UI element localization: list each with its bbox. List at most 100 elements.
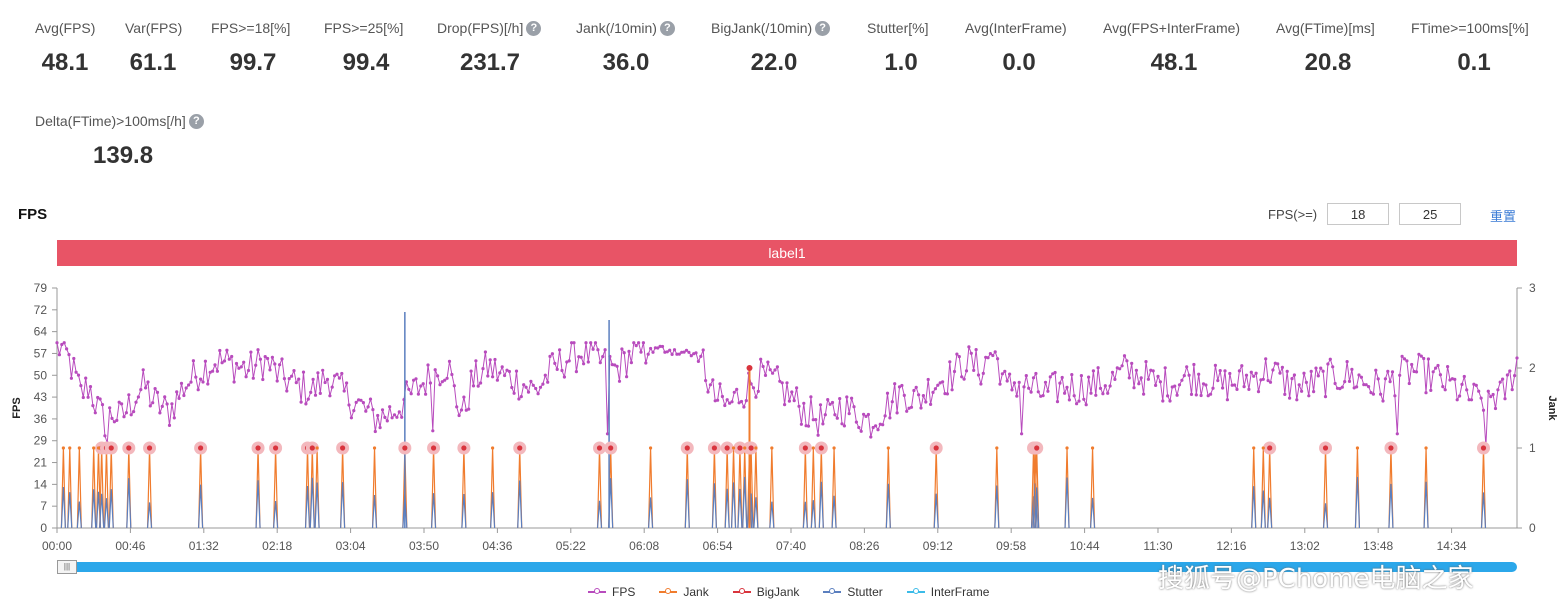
fps-point: [1405, 359, 1409, 363]
fps-point: [945, 392, 950, 396]
fps-point: [732, 390, 736, 394]
fps-point: [1460, 382, 1464, 386]
jank-point: [68, 446, 72, 450]
fps-point: [62, 341, 66, 345]
fps-point: [1087, 375, 1091, 379]
fps-point: [1048, 375, 1052, 379]
fps-point: [254, 363, 258, 367]
fps-point: [787, 399, 792, 403]
fps-threshold-input-1[interactable]: [1327, 203, 1390, 225]
bigjank-point: [273, 445, 279, 451]
fps-point: [349, 416, 353, 420]
jank-point: [491, 446, 495, 450]
help-icon[interactable]: ?: [526, 20, 542, 36]
fps-point: [1515, 356, 1519, 360]
fps-point: [1481, 408, 1486, 412]
fps-point: [464, 408, 468, 412]
stat-value: 231.7: [459, 49, 521, 76]
fps-point: [1120, 364, 1124, 368]
fps-point: [1297, 383, 1301, 387]
stat-4: Drop(FPS)[/h]? 231.7: [437, 20, 543, 77]
stat-label-text: BigJank(/10min): [711, 20, 813, 36]
fps-point: [462, 395, 466, 399]
fps-threshold-input-2[interactable]: [1399, 203, 1462, 225]
help-icon[interactable]: ?: [815, 20, 831, 36]
fps-point: [1103, 384, 1107, 388]
stat-value: 48.1: [1150, 49, 1198, 76]
fps-point: [366, 405, 370, 409]
fps-point: [1467, 398, 1471, 402]
y-left-tick-label: 72: [34, 303, 48, 317]
fps-point: [754, 395, 758, 399]
fps-point: [1323, 395, 1328, 399]
fps-point: [1340, 385, 1344, 389]
fps-point: [1326, 362, 1330, 366]
fps-point: [716, 398, 720, 402]
fps-point: [1278, 371, 1282, 375]
fps-point: [751, 386, 756, 390]
fps-point: [1118, 367, 1122, 371]
reset-button[interactable]: 重置: [1490, 209, 1517, 224]
fps-point: [211, 369, 215, 373]
fps-point: [1335, 386, 1340, 390]
stat-label: Stutter[%]: [867, 20, 935, 36]
fps-point: [110, 416, 114, 420]
fps-point: [620, 347, 624, 351]
help-icon[interactable]: ?: [188, 113, 204, 129]
fps-point: [802, 401, 806, 405]
fps-point: [529, 379, 533, 383]
x-tick-label: 13:02: [1290, 539, 1320, 553]
fps-point: [1170, 385, 1174, 389]
fps-point: [622, 351, 626, 355]
fps-point: [1379, 392, 1383, 396]
legend-item-interframe[interactable]: InterFrame: [906, 585, 989, 599]
legend-item-fps[interactable]: FPS: [588, 585, 635, 599]
fps-point: [1084, 403, 1088, 407]
fps-point: [1271, 368, 1275, 372]
bigjank-point: [255, 445, 261, 451]
stat-1: Var(FPS) 61.1: [125, 20, 182, 77]
fps-point: [443, 378, 447, 382]
fps-point: [1264, 357, 1268, 361]
fps-point: [455, 405, 459, 409]
fps-point: [1247, 387, 1251, 391]
fps-point: [249, 350, 253, 354]
x-tick-label: 01:32: [189, 539, 219, 553]
fps-point: [605, 432, 610, 436]
fps-point: [979, 382, 983, 386]
stat-10: Avg(FTime)[ms] 20.8: [1276, 20, 1380, 77]
fps-point: [852, 405, 856, 409]
fps-point: [761, 364, 765, 369]
fps-point: [1338, 387, 1342, 391]
fps-point: [570, 341, 574, 345]
fps-point: [1010, 388, 1014, 392]
fps-point: [421, 382, 425, 386]
fps-point: [1300, 389, 1304, 393]
fps-point: [278, 363, 282, 367]
help-icon[interactable]: ?: [659, 20, 675, 36]
fps-point: [108, 406, 112, 410]
bigjank-point: [596, 445, 603, 451]
fps-point: [1414, 370, 1419, 374]
fps-point: [175, 390, 179, 394]
legend-item-jank[interactable]: Jank: [659, 585, 709, 599]
slider-track[interactable]: [57, 562, 1517, 572]
fps-point: [1407, 381, 1411, 386]
fps-point: [1180, 378, 1184, 382]
legend-item-stutter[interactable]: Stutter: [823, 585, 883, 599]
fps-point: [991, 353, 995, 358]
slider-handle[interactable]: |||: [57, 560, 77, 574]
legend-item-bigjank[interactable]: BigJank: [732, 585, 799, 599]
fps-point: [1063, 391, 1067, 395]
fps-point: [1458, 394, 1462, 398]
fps-point: [680, 350, 684, 354]
label-bar[interactable]: label1: [57, 240, 1517, 266]
time-range-slider[interactable]: |||: [57, 560, 1517, 574]
fps-point: [1003, 369, 1007, 373]
fps-point: [1132, 386, 1136, 390]
stutter-spike: [517, 480, 523, 529]
fps-point: [601, 355, 605, 359]
fps-point: [483, 350, 487, 354]
fps-point: [1192, 362, 1196, 367]
fps-point: [598, 361, 602, 365]
